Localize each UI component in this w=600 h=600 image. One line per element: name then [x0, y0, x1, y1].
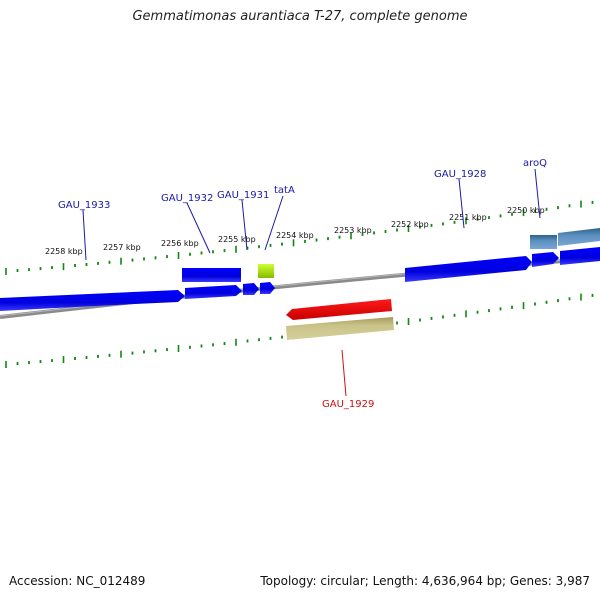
- gene-box-tata[interactable]: [258, 264, 274, 278]
- leader-line-gau1928: [458, 178, 465, 229]
- leader-line-gau1931: [241, 199, 248, 251]
- scale-label-2258: 2258 kbp: [45, 247, 83, 256]
- gene-box-aroq-upper[interactable]: [530, 235, 557, 249]
- gene-box-next-upper[interactable]: [558, 228, 600, 246]
- leader-line-gau1932: [186, 202, 211, 254]
- gene-arrow-next[interactable]: [560, 247, 600, 265]
- gene-arrow-gau1929[interactable]: [286, 299, 392, 320]
- leader-line-gau1933: [82, 209, 87, 261]
- accession-text: Accession: NC_012489: [9, 574, 146, 588]
- leader-line-tata: [264, 195, 284, 251]
- gene-arrow-gau1931[interactable]: [243, 283, 259, 295]
- gene-arrow-gau1932[interactable]: [185, 285, 242, 299]
- gene-arrow-aroq[interactable]: [532, 252, 559, 267]
- scale-label-2256: 2256 kbp: [161, 239, 199, 248]
- feature-band-gau1929[interactable]: [286, 317, 394, 340]
- scale-label-2250: 2250 kbp: [507, 206, 545, 215]
- gene-label-gau1931[interactable]: GAU_1931: [217, 190, 269, 201]
- leader-line-gau1929: [341, 349, 347, 397]
- map-title: Gemmatimonas aurantiaca T-27, complete g…: [132, 9, 468, 24]
- scale-label-2251: 2251 kbp: [449, 213, 487, 222]
- gene-label-tata[interactable]: tatA: [274, 185, 295, 196]
- scale-label-2253: 2253 kbp: [334, 226, 372, 235]
- scale-label-2254: 2254 kbp: [276, 231, 314, 240]
- gene-box-gau1932-upper[interactable]: [182, 268, 241, 282]
- forward-scale-ruler: [5, 200, 594, 275]
- scale-label-2252: 2252 kbp: [391, 220, 429, 229]
- genome-summary-text: Topology: circular; Length: 4,636,964 bp…: [260, 574, 590, 588]
- gene-label-gau1928[interactable]: GAU_1928: [434, 169, 486, 180]
- scale-label-2255: 2255 kbp: [218, 235, 256, 244]
- gene-arrow-gau1928[interactable]: [405, 256, 532, 282]
- gene-label-aroq[interactable]: aroQ: [523, 158, 547, 169]
- gene-label-gau1932[interactable]: GAU_1932: [161, 193, 213, 204]
- gene-label-gau1929[interactable]: GAU_1929: [322, 399, 374, 410]
- gene-arrow-gau1933[interactable]: [0, 290, 185, 311]
- leader-line-aroq: [534, 168, 541, 219]
- gene-arrow-tata[interactable]: [260, 282, 275, 294]
- gene-label-gau1933[interactable]: GAU_1933: [58, 200, 110, 211]
- scale-label-2257: 2257 kbp: [103, 243, 141, 252]
